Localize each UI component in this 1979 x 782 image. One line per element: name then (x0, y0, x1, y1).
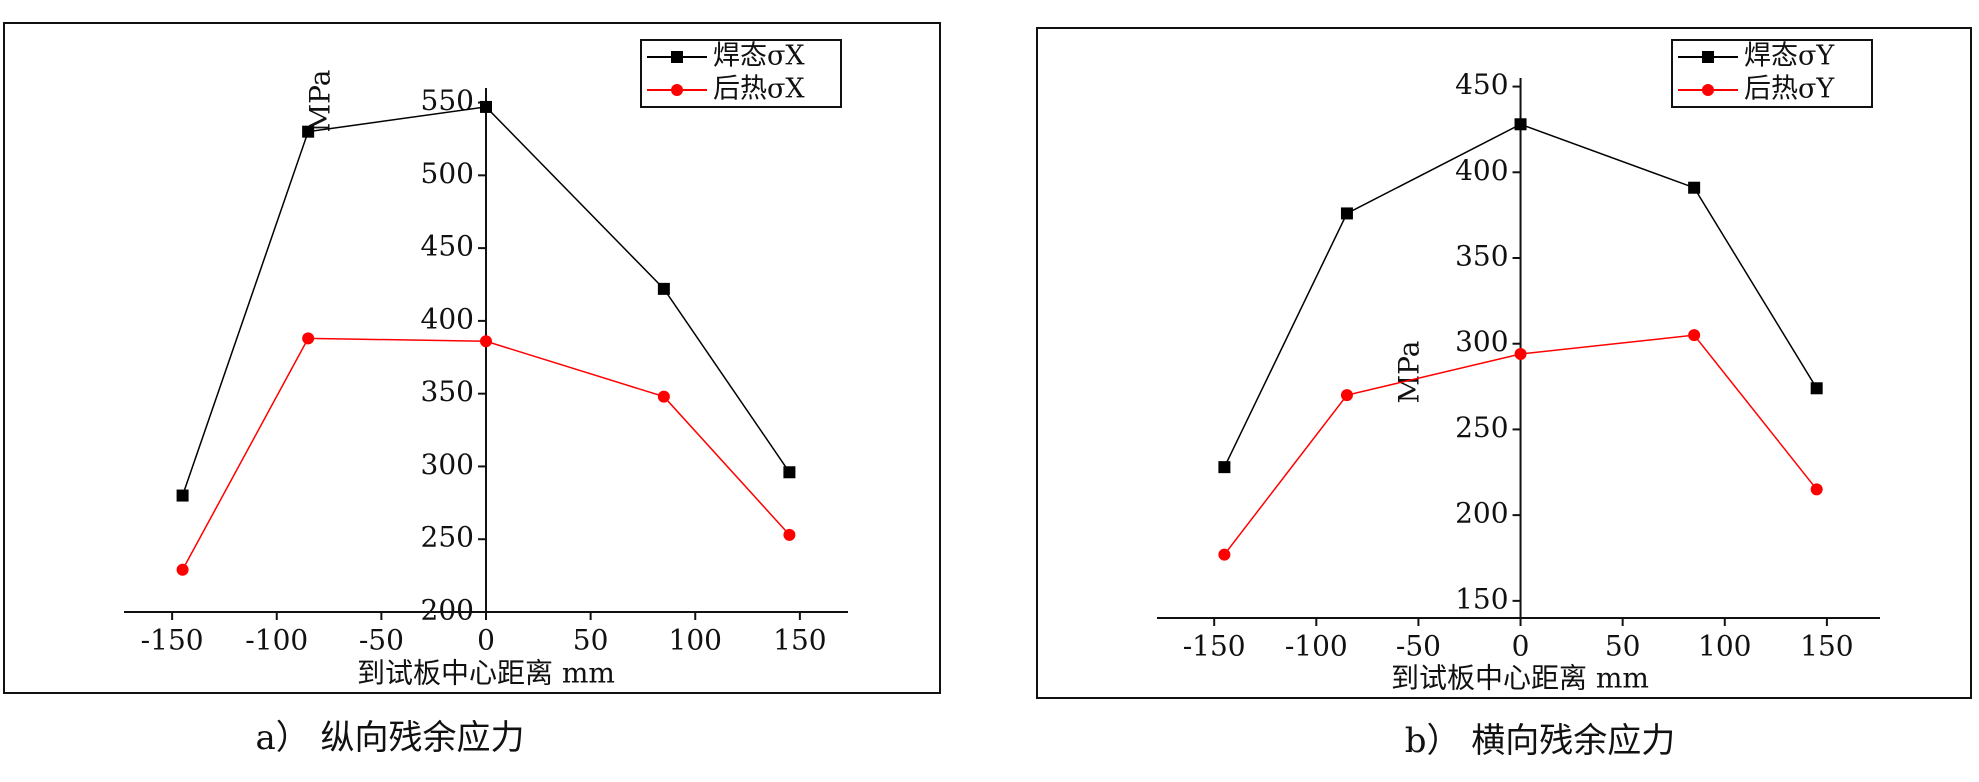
marker (480, 100, 492, 113)
marker (1218, 548, 1231, 561)
marker (1218, 461, 1231, 474)
legend-marker (671, 51, 683, 63)
x-tick-label: 100 (669, 624, 722, 657)
marker (1514, 118, 1527, 131)
marker (783, 528, 796, 541)
y-tick-label: 350 (421, 375, 474, 408)
legend-marker (671, 84, 683, 96)
x-tick-label: -50 (359, 624, 404, 657)
legend-marker (1702, 84, 1714, 96)
y-tick-label: 500 (421, 157, 474, 190)
marker (1340, 207, 1353, 220)
y-tick-label: 400 (1455, 154, 1508, 187)
x-tick-label: 150 (1800, 630, 1853, 663)
marker (480, 335, 492, 348)
frame (1036, 27, 1972, 699)
y-tick-label: 150 (1455, 582, 1508, 615)
legend-marker (1702, 51, 1714, 63)
y-tick-label: 450 (421, 230, 474, 263)
y-tick-label: 300 (421, 448, 474, 481)
y-tick-label: 300 (1455, 325, 1508, 358)
marker (1688, 329, 1701, 342)
caption: b） 横向残余应力 (1405, 721, 1676, 761)
marker (783, 466, 796, 479)
x-tick-label: 50 (573, 624, 609, 657)
caption: a） 纵向残余应力 (255, 718, 524, 758)
legend-label: 后热σX (713, 74, 805, 105)
marker (1688, 181, 1701, 194)
x-axis-label: 到试板中心距离 mm (357, 657, 615, 690)
marker (176, 489, 189, 502)
y-tick-label: 400 (421, 302, 474, 335)
x-tick-label: 0 (1512, 630, 1530, 663)
x-tick-label: 0 (477, 624, 495, 657)
legend-label: 焊态σX (713, 41, 805, 72)
y-tick-label: 350 (1455, 240, 1508, 273)
marker (1514, 348, 1527, 360)
y-tick-label: 250 (421, 521, 474, 554)
x-tick-label: -150 (1183, 630, 1246, 663)
y-tick-label: 450 (1455, 68, 1508, 101)
x-tick-label: -100 (1285, 630, 1348, 663)
legend-label: 焊态σY (1744, 41, 1835, 72)
x-tick-label: 100 (1698, 630, 1751, 663)
legend-label: 后热σY (1744, 74, 1835, 105)
marker (657, 390, 670, 403)
x-tick-label: -50 (1396, 630, 1441, 663)
marker (1810, 483, 1823, 496)
marker (302, 125, 315, 138)
y-tick-label: 250 (1455, 411, 1508, 444)
marker (657, 282, 670, 295)
y-axis-label: MPa (304, 70, 337, 133)
x-tick-label: 50 (1605, 630, 1641, 663)
y-tick-label: 200 (1455, 497, 1508, 530)
x-tick-label: -100 (245, 624, 308, 657)
marker (176, 563, 189, 576)
marker (302, 332, 315, 345)
x-tick-label: 150 (773, 624, 826, 657)
frame (3, 22, 941, 694)
x-tick-label: -150 (141, 624, 204, 657)
y-axis-label: MPa (1393, 341, 1426, 404)
marker (1340, 389, 1353, 402)
y-tick-label: 200 (421, 594, 474, 627)
marker (1810, 382, 1823, 395)
x-axis-label: 到试板中心距离 mm (1391, 662, 1649, 695)
